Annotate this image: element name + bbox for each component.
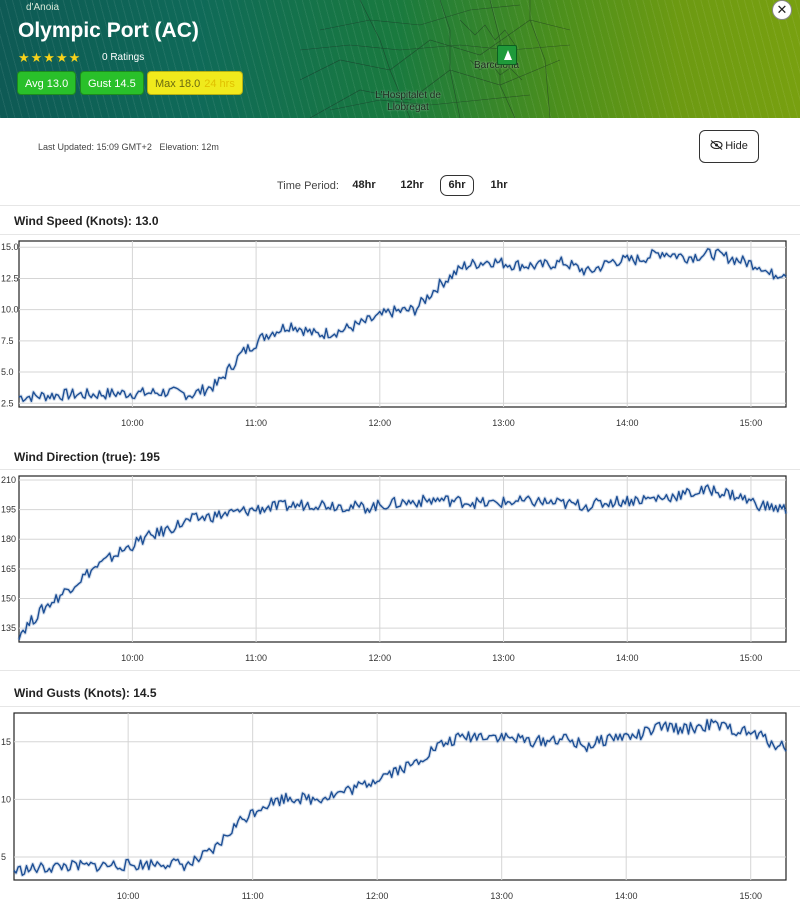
wind-direction-chart: 135 150 165 180 195 210 10:00 11:00 12:00 13:00 14… bbox=[1, 475, 788, 663]
max-wind-period: 24 hrs bbox=[204, 78, 235, 90]
max-wind-value: Max 18.0 bbox=[155, 78, 201, 90]
x-tick-label: 10:00 bbox=[117, 891, 140, 901]
y-tick-label: 15.0 bbox=[1, 242, 19, 252]
map-label-hospitalet: L'Hospitalet de Llobregat bbox=[375, 90, 441, 113]
gust-wind-badge: Gust 14.5 bbox=[80, 71, 144, 95]
x-tick-label: 15:00 bbox=[740, 418, 763, 428]
y-tick-label: 5 bbox=[1, 852, 6, 862]
x-tick-label: 13:00 bbox=[492, 653, 515, 663]
period-1hr-button[interactable]: 1hr bbox=[490, 179, 508, 191]
y-tick-label: 2.5 bbox=[1, 398, 14, 408]
y-tick-label: 180 bbox=[1, 534, 16, 544]
y-tick-label: 135 bbox=[1, 623, 16, 633]
x-tick-label: 11:00 bbox=[242, 891, 264, 901]
x-tick-label: 14:00 bbox=[616, 418, 639, 428]
y-tick-label: 10 bbox=[1, 794, 11, 804]
wind-gusts-title: Wind Gusts (Knots): 14.5 bbox=[14, 686, 157, 700]
x-tick-label: 13:00 bbox=[492, 418, 515, 428]
map-label-anoia: d'Anoia bbox=[26, 2, 60, 13]
x-tick-label: 14:00 bbox=[615, 891, 638, 901]
period-12hr-button[interactable]: 12hr bbox=[400, 179, 424, 191]
wind-gusts-chart: 5 10 15 10:00 11:00 12:00 13:00 14:00 15:00 bbox=[1, 712, 788, 901]
x-tick-label: 15:00 bbox=[740, 653, 763, 663]
x-tick-label: 10:00 bbox=[121, 653, 144, 663]
max-wind-badge: Max 18.0 24 hrs bbox=[147, 71, 243, 95]
divider bbox=[0, 234, 800, 235]
divider bbox=[0, 670, 800, 671]
y-tick-label: 12.5 bbox=[1, 273, 19, 283]
plot-frame bbox=[18, 475, 787, 643]
x-tick-label: 12:00 bbox=[369, 418, 392, 428]
x-tick-label: 11:00 bbox=[245, 653, 267, 663]
x-tick-label: 14:00 bbox=[616, 653, 639, 663]
divider bbox=[0, 706, 800, 707]
close-button[interactable]: ✕ bbox=[772, 0, 792, 20]
map-label-barcelona: Barcelona bbox=[474, 60, 520, 71]
y-tick-label: 15 bbox=[1, 737, 11, 747]
y-tick-label: 165 bbox=[1, 564, 16, 574]
divider bbox=[0, 205, 800, 206]
y-tick-label: 7.5 bbox=[1, 336, 14, 346]
station-title: Olympic Port (AC) bbox=[18, 19, 199, 42]
y-tick-label: 5.0 bbox=[1, 367, 14, 377]
plot-frame bbox=[18, 240, 787, 408]
x-tick-label: 15:00 bbox=[739, 891, 762, 901]
divider bbox=[0, 469, 800, 470]
hide-button[interactable]: Hide bbox=[699, 130, 759, 163]
wind-speed-chart: 2.5 5.0 7.5 10.0 12.5 15.0 10:00 11:00 12:00 13:0… bbox=[1, 240, 788, 428]
avg-wind-badge: Avg 13.0 bbox=[17, 71, 77, 95]
wind-streaks-overlay bbox=[0, 0, 800, 118]
y-tick-label: 195 bbox=[1, 505, 16, 515]
station-marker-icon[interactable] bbox=[497, 45, 517, 65]
star-rating-icon[interactable]: ★★★★★ bbox=[18, 50, 82, 65]
wind-direction-title: Wind Direction (true): 195 bbox=[14, 450, 160, 464]
last-updated-text: Last Updated: 15:09 GMT+2 Elevation: 12m bbox=[38, 142, 219, 152]
x-tick-label: 11:00 bbox=[245, 418, 267, 428]
y-tick-label: 210 bbox=[1, 475, 16, 485]
y-tick-label: 10.0 bbox=[1, 305, 19, 315]
map-header: d'Anoia L'Hospitalet de Llobregat Barcel… bbox=[0, 0, 800, 118]
wind-speed-title: Wind Speed (Knots): 13.0 bbox=[14, 214, 159, 228]
plot-frame bbox=[13, 712, 787, 881]
ratings-count: 0 Ratings bbox=[102, 52, 145, 63]
series-line bbox=[13, 718, 787, 877]
y-tick-label: 150 bbox=[1, 594, 16, 604]
eye-slash-icon bbox=[710, 131, 723, 162]
hide-button-label: Hide bbox=[725, 140, 748, 152]
series-line bbox=[18, 484, 787, 641]
x-tick-label: 12:00 bbox=[369, 653, 392, 663]
period-6hr-button[interactable]: 6hr bbox=[440, 175, 474, 196]
time-period-label: Time Period: bbox=[277, 180, 339, 192]
city-street-map bbox=[300, 0, 570, 118]
series-line bbox=[18, 248, 787, 403]
period-48hr-button[interactable]: 48hr bbox=[352, 179, 376, 191]
x-tick-label: 12:00 bbox=[366, 891, 389, 901]
x-tick-label: 13:00 bbox=[490, 891, 513, 901]
x-tick-label: 10:00 bbox=[121, 418, 144, 428]
